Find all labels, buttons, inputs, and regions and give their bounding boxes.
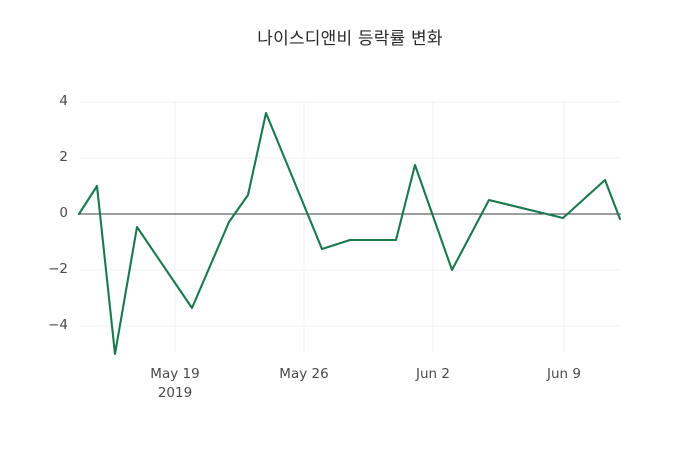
y-tick-label: 4 — [59, 93, 68, 109]
x-tick-label-text: May 26 — [279, 366, 329, 382]
x-tick-label-text: May 19 — [150, 366, 200, 382]
data-series-line — [77, 111, 622, 356]
x-tick-label: May 19 2019 — [115, 366, 235, 401]
x-tick-label-text: Jun 9 — [547, 366, 581, 382]
y-tick-label: −2 — [48, 261, 68, 277]
x-tick-label: Jun 9 — [504, 366, 624, 382]
x-tick-label: May 26 — [244, 366, 364, 382]
x-tick-sublabel-text: 2019 — [157, 385, 193, 401]
chart-title: 나이스디앤비 등락률 변화 — [257, 29, 443, 49]
x-gridlines — [174, 102, 565, 352]
y-tick-label: 2 — [59, 149, 68, 165]
y-tick-label: −4 — [48, 317, 68, 333]
y-tick-label: 0 — [59, 205, 68, 221]
x-tick-label: Jun 2 — [373, 366, 493, 382]
x-tick-label-text: Jun 2 — [416, 366, 450, 382]
